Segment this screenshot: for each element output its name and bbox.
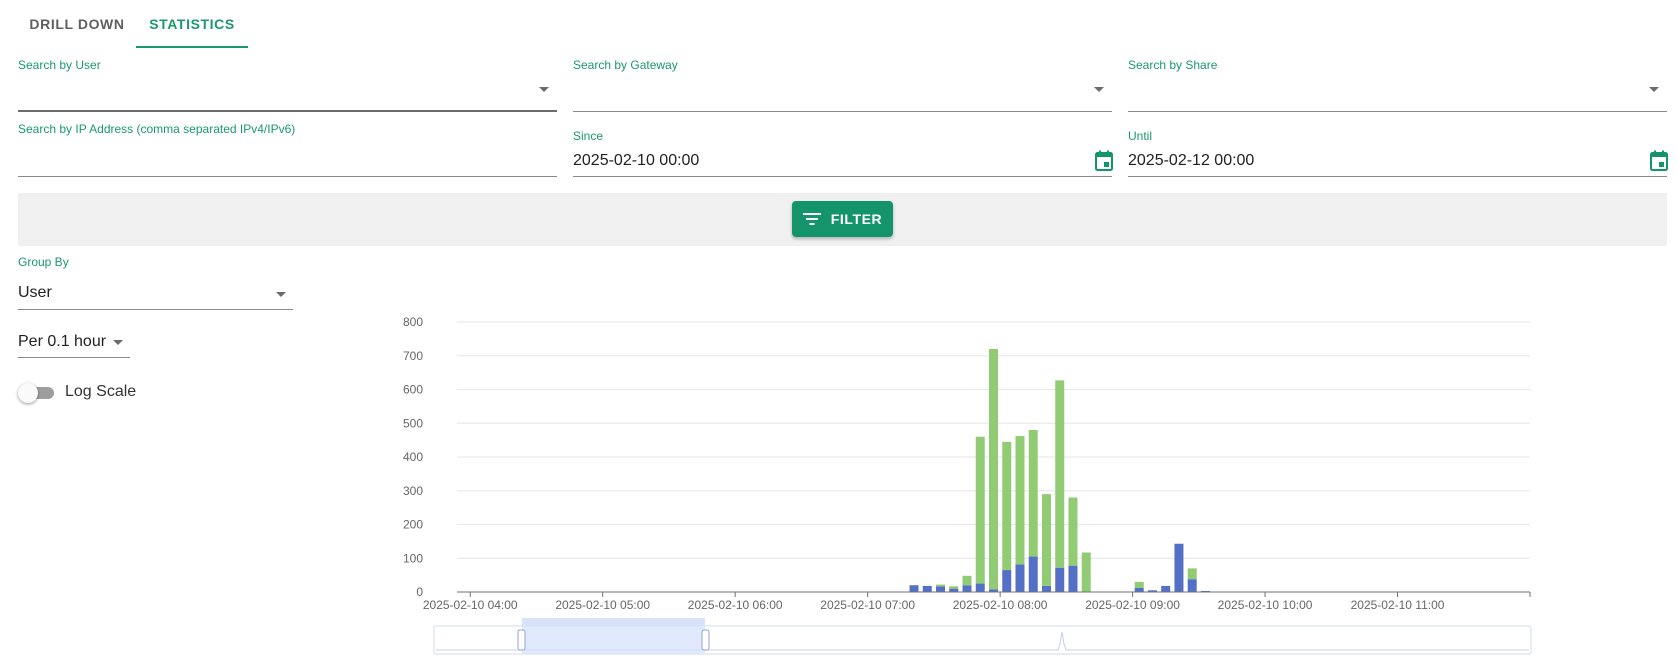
chevron-down-icon[interactable]: [1649, 87, 1659, 92]
bar-segment-series-0[interactable]: [1187, 579, 1197, 592]
bar-segment-series-0[interactable]: [1161, 585, 1171, 592]
x-tick-label: 2025-02-10 06:00: [688, 598, 783, 612]
x-tick-label: 2025-02-10 11:00: [1351, 598, 1445, 612]
until-underline: [1128, 176, 1667, 177]
tab-statistics[interactable]: STATISTICS: [149, 16, 235, 32]
bar-segment-series-1[interactable]: [1187, 568, 1197, 580]
bar-segment-series-0[interactable]: [909, 585, 919, 592]
bar-segment-series-1[interactable]: [1068, 497, 1078, 566]
search-ip-underline: [18, 176, 557, 177]
interval-underline: [18, 357, 130, 358]
y-tick-label: 700: [403, 349, 423, 363]
bar-segment-series-1[interactable]: [949, 586, 959, 589]
group-by-underline: [18, 309, 293, 310]
filter-list-icon: [802, 213, 821, 225]
y-tick-label: 500: [403, 416, 423, 430]
bar-segment-series-1[interactable]: [1055, 380, 1065, 568]
y-tick-label: 600: [403, 383, 423, 397]
search-user-underline: [18, 110, 557, 112]
active-tab-indicator: [136, 46, 248, 48]
x-tick-label: 2025-02-10 10:00: [1218, 598, 1313, 612]
y-tick-label: 200: [403, 518, 423, 532]
tab-drill-down[interactable]: DRILL DOWN: [29, 16, 125, 32]
data-zoom-slider[interactable]: [433, 618, 1532, 655]
bar-segment-series-0[interactable]: [922, 585, 932, 592]
bar-segment-series-0[interactable]: [1068, 565, 1078, 592]
bar-segment-series-1[interactable]: [1002, 441, 1012, 571]
since-label: Since: [573, 129, 604, 143]
group-by-label: Group By: [18, 255, 69, 269]
y-axis-ticks: 0 100 200 300 400 500 600 700 800: [403, 315, 423, 599]
bar-segment-series-1[interactable]: [1134, 581, 1144, 588]
bar-segment-series-1[interactable]: [975, 436, 985, 584]
search-ip-label: Search by IP Address (comma separated IP…: [18, 122, 296, 136]
zoom-window[interactable]: [522, 626, 705, 654]
group-by-value: User: [18, 284, 52, 301]
x-tick-label: 2025-02-10 04:00: [423, 598, 518, 612]
until-value: 2025-02-12 00:00: [1128, 152, 1255, 169]
bar-segment-series-0[interactable]: [1028, 556, 1038, 592]
bar-segment-series-0[interactable]: [962, 585, 972, 592]
search-share-underline: [1128, 111, 1667, 112]
log-scale-label: Log Scale: [65, 383, 137, 400]
chevron-down-icon[interactable]: [276, 292, 286, 297]
zoom-handle-right[interactable]: [701, 629, 710, 651]
bar-segment-series-0[interactable]: [1041, 585, 1051, 592]
bar-segment-series-0[interactable]: [949, 588, 959, 592]
since-underline: [573, 176, 1112, 177]
filter-button[interactable]: FILTER: [792, 201, 893, 237]
bar-segment-series-0[interactable]: [1147, 590, 1157, 592]
x-tick-label: 2025-02-10 08:00: [953, 598, 1048, 612]
zoom-preview-line: [436, 631, 1529, 651]
y-tick-label: 100: [403, 551, 423, 565]
filter-button-label: FILTER: [830, 211, 883, 227]
search-gateway-underline: [573, 111, 1112, 112]
bar-segment-series-0[interactable]: [975, 583, 985, 592]
chevron-down-icon[interactable]: [539, 87, 549, 92]
calendar-icon[interactable]: [1649, 150, 1669, 172]
bar-segment-series-1[interactable]: [989, 349, 998, 590]
calendar-icon[interactable]: [1094, 150, 1114, 172]
x-tick-label: 2025-02-10 07:00: [820, 598, 915, 612]
bar-segment-series-0[interactable]: [1174, 543, 1184, 592]
bar-segment-series-1[interactable]: [1028, 430, 1038, 557]
zoom-handle-left[interactable]: [517, 629, 526, 651]
chevron-down-icon[interactable]: [1094, 87, 1104, 92]
y-tick-label: 800: [403, 315, 423, 329]
bar-segment-series-1[interactable]: [1041, 494, 1051, 586]
chevron-down-icon[interactable]: [113, 340, 123, 345]
interval-value: Per 0.1 hour: [18, 333, 107, 350]
search-share-label: Search by Share: [1128, 58, 1218, 72]
bar-segment-series-0[interactable]: [1015, 564, 1025, 592]
y-tick-label: 300: [403, 484, 423, 498]
bar-segment-series-0[interactable]: [989, 589, 998, 592]
bar-segment-series-1[interactable]: [1015, 436, 1025, 565]
toggle-knob[interactable]: [18, 383, 38, 403]
bar-segment-series-0[interactable]: [1055, 567, 1065, 592]
bar-segment-series-0[interactable]: [1134, 587, 1144, 592]
bar-segment-series-1[interactable]: [1081, 552, 1091, 592]
y-tick-label: 400: [403, 450, 423, 464]
bar-segment-series-0[interactable]: [1200, 590, 1210, 592]
bar-segment-series-1[interactable]: [962, 575, 972, 586]
x-tick-label: 2025-02-10 05:00: [555, 598, 650, 612]
bar-segment-series-0[interactable]: [1002, 570, 1012, 592]
search-user-label: Search by User: [18, 58, 101, 72]
zoom-window-top[interactable]: [522, 618, 705, 626]
bar-segment-series-0[interactable]: [936, 586, 946, 592]
search-gateway-label: Search by Gateway: [573, 58, 678, 72]
x-axis: 2025-02-10 04:00 2025-02-10 05:00 2025-02-…: [423, 591, 1531, 612]
bar-segment-series-1[interactable]: [936, 584, 946, 587]
until-label: Until: [1128, 129, 1153, 143]
since-value: 2025-02-10 00:00: [573, 152, 700, 169]
chart-bars: [909, 349, 1210, 592]
x-tick-label: 2025-02-10 09:00: [1085, 598, 1180, 612]
y-tick-label: 0: [416, 585, 423, 599]
